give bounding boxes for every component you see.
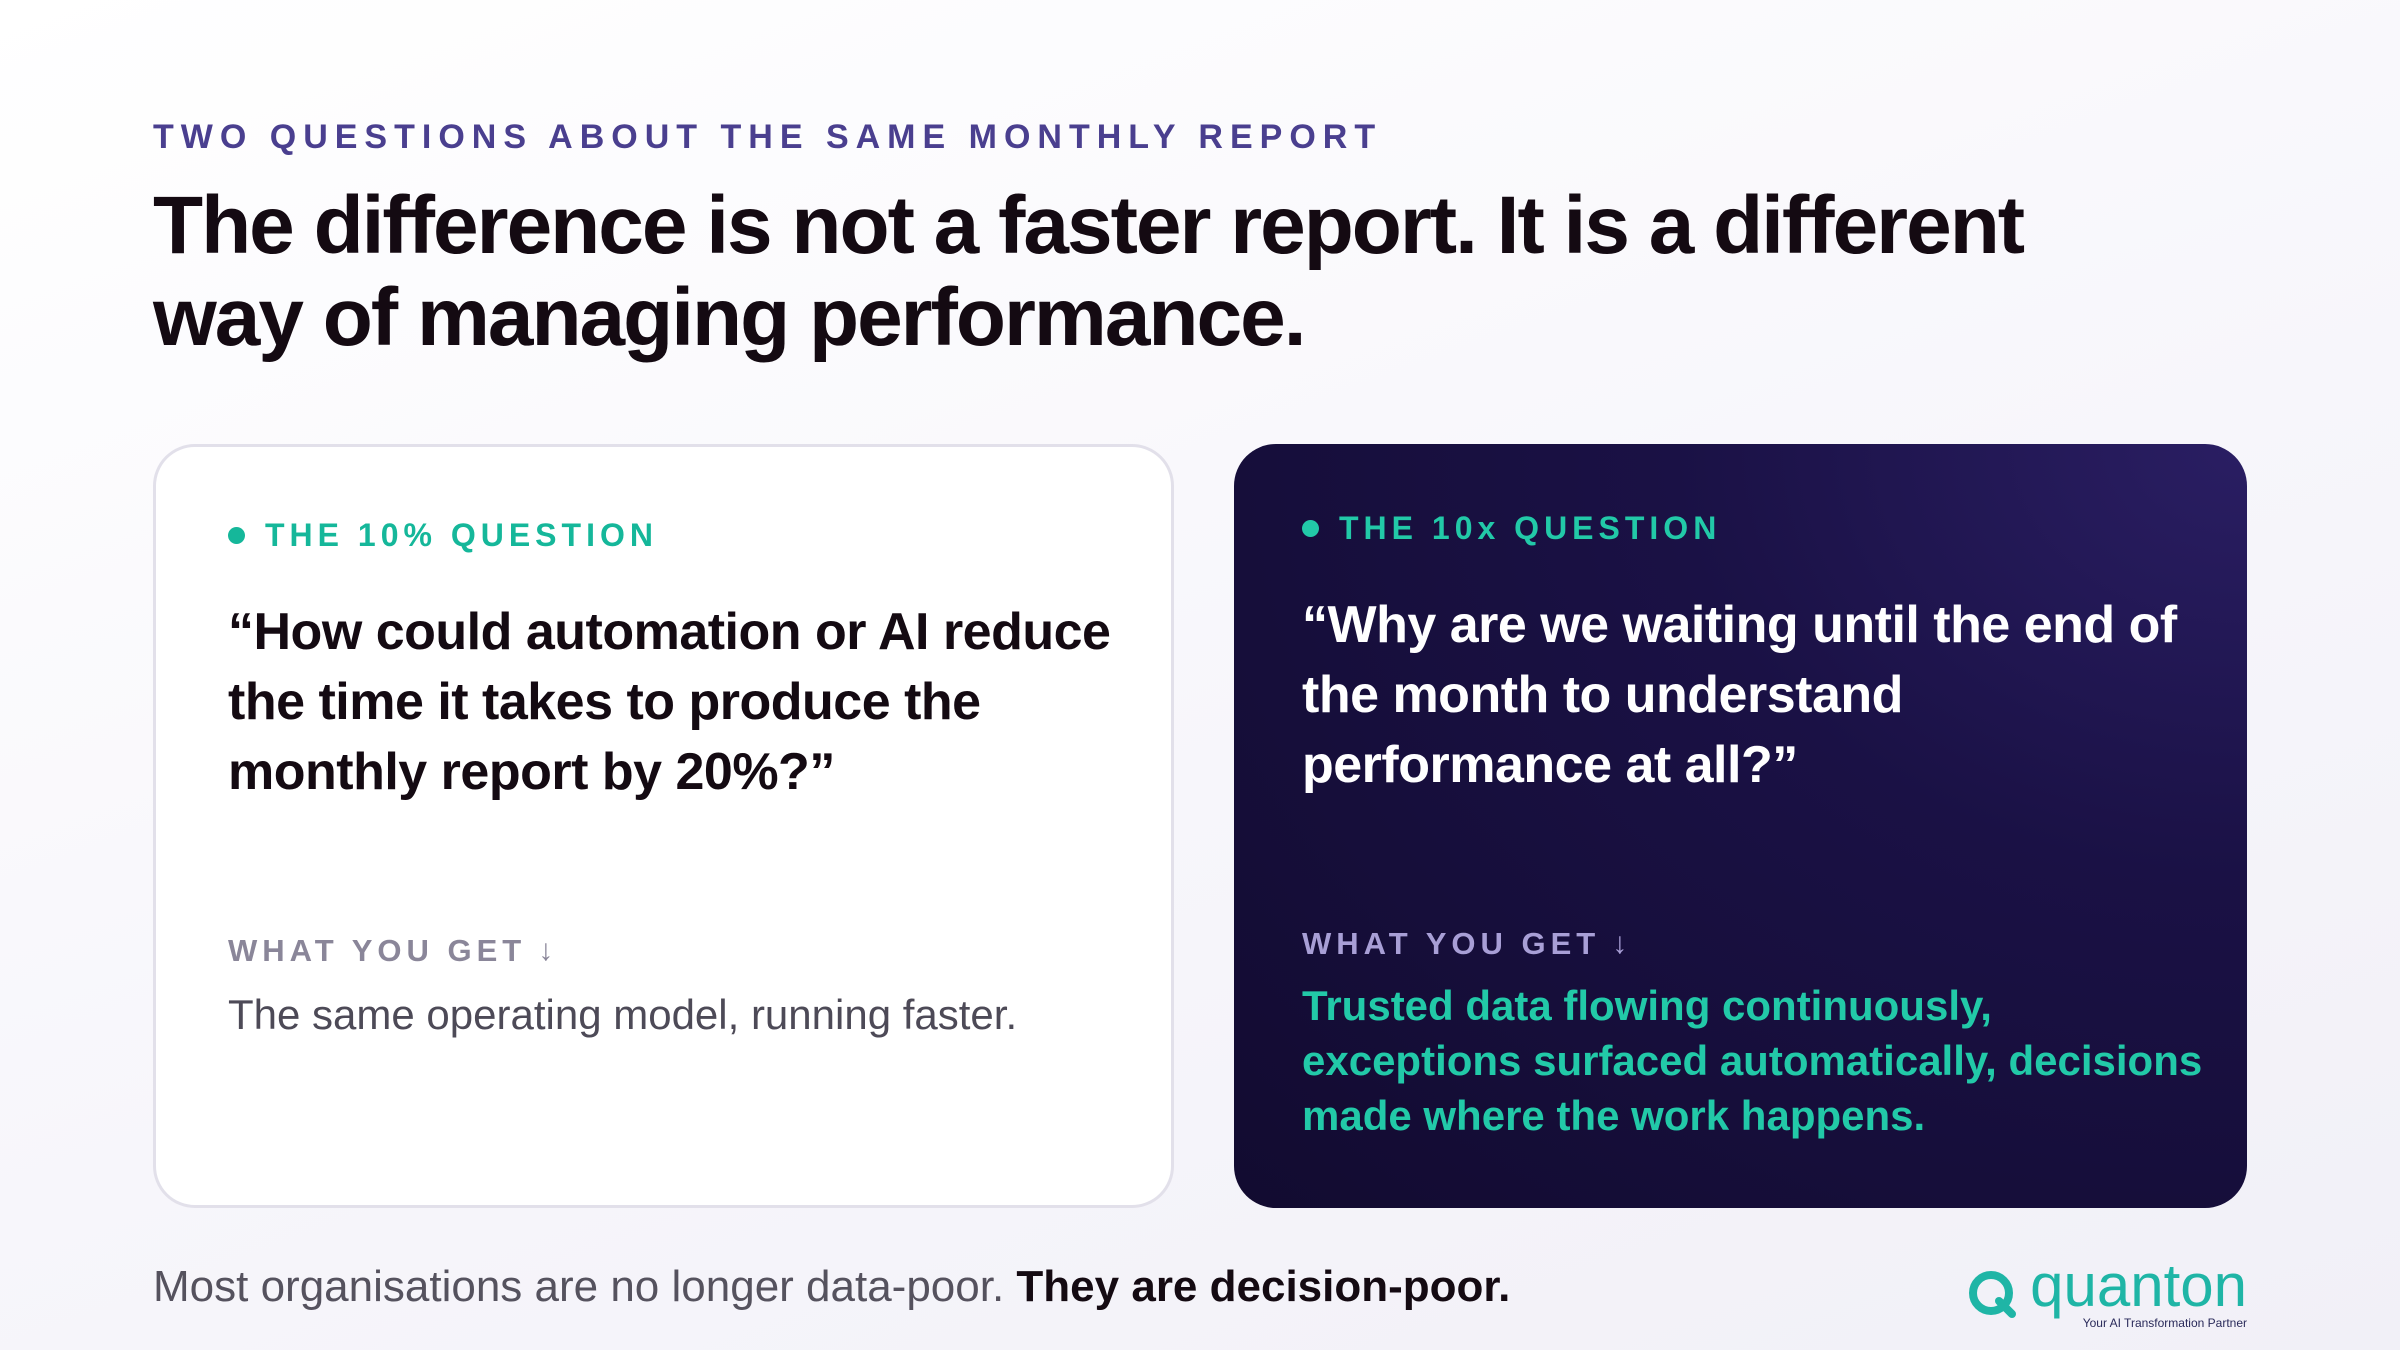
card-tag: THE 10x QUESTION <box>1302 510 1721 547</box>
what-you-get-text: WHAT YOU GET <box>228 933 527 968</box>
footer-emphasis: They are decision-poor. <box>1016 1262 1511 1311</box>
card-tag-label: THE 10x QUESTION <box>1339 510 1722 546</box>
arrow-down-icon: ↓ <box>1612 927 1633 960</box>
outcome-text: The same operating model, running faster… <box>228 991 1018 1038</box>
arrow-down-icon: ↓ <box>538 934 559 967</box>
brand-logo: quanton Your AI Transformation Partner <box>1966 1252 2247 1331</box>
q-ring-logo-icon <box>1969 1271 2017 1318</box>
logo-text: quanton Your AI Transformation Partner <box>2030 1252 2247 1331</box>
card-10x: THE 10x QUESTION “Why are we waiting unt… <box>1234 444 2247 1208</box>
footer-lead: Most organisations are no longer data-po… <box>153 1262 1017 1311</box>
what-you-get-label: WHAT YOU GET ↓ <box>228 933 558 969</box>
logo-wordmark: quanton <box>2030 1252 2247 1319</box>
page-title: The difference is not a faster report. I… <box>153 180 2025 363</box>
what-you-get-text: WHAT YOU GET <box>1302 926 1601 961</box>
card-10-percent: THE 10% QUESTION “How could automation o… <box>153 444 1174 1208</box>
what-you-get-label: WHAT YOU GET ↓ <box>1302 926 1632 962</box>
card-tag: THE 10% QUESTION <box>228 517 658 554</box>
outcome-text: Trusted data flowing continuously, excep… <box>1302 982 2203 1139</box>
eyebrow: TWO QUESTIONS ABOUT THE SAME MONTHLY REP… <box>153 118 1383 156</box>
card-tag-label: THE 10% QUESTION <box>265 517 658 553</box>
footer-statement: Most organisations are no longer data-po… <box>153 1262 1510 1312</box>
card-quote: “How could automation or AI reduce the t… <box>228 603 1111 801</box>
logo-tagline: Your AI Transformation Partner <box>2082 1316 2247 1330</box>
dot-icon <box>1302 520 1319 537</box>
dot-icon <box>228 527 245 544</box>
card-quote: “Why are we waiting until the end of the… <box>1302 596 2177 794</box>
